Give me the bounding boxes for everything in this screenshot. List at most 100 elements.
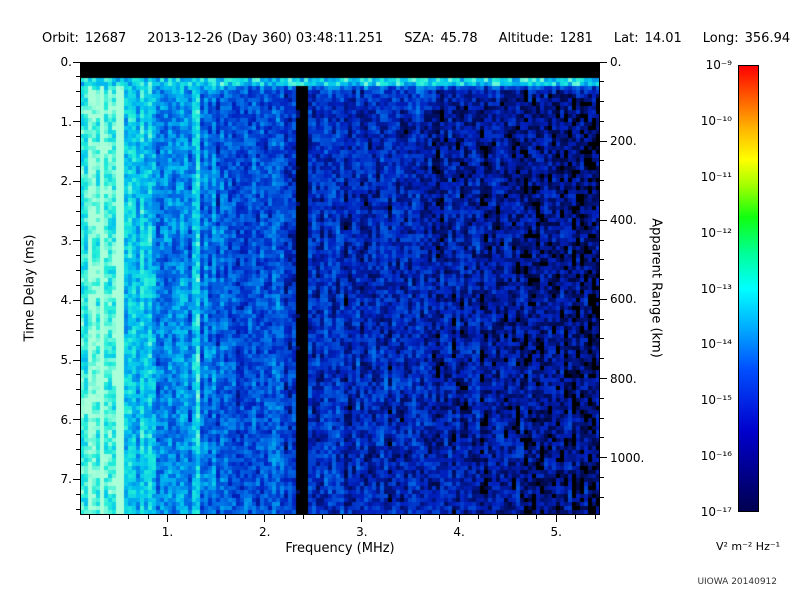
credit-text: UIOWA 20140912 [697, 577, 777, 587]
y-right-major-tick [600, 298, 607, 300]
colorbar-tick-label: 10⁻¹⁵ [700, 393, 732, 408]
long-value: 356.94 [744, 31, 791, 46]
x-minor-tick [244, 515, 246, 519]
y-left-major-tick [73, 240, 80, 242]
y-left-tick-label: 6. [60, 412, 72, 427]
x-minor-tick [283, 515, 285, 519]
spectrogram-canvas [80, 62, 600, 515]
sza-value: 45.78 [440, 31, 478, 46]
y-right-minor-tick [600, 437, 604, 439]
y-left-minor-tick [76, 508, 80, 510]
y-right-minor-tick [600, 160, 604, 162]
x-major-tick [555, 515, 557, 522]
x-minor-tick [128, 515, 130, 519]
header-sza: SZA: 45.78 [404, 31, 477, 46]
altitude-value: 1281 [559, 31, 593, 46]
y-left-minor-tick [76, 270, 80, 272]
y-left-minor-tick [76, 463, 80, 465]
y-right-tick-label: 800. [610, 371, 637, 386]
y-right-tick-label: 400. [610, 213, 637, 228]
y-axis-label-right: Apparent Range (km) [648, 218, 664, 358]
y-left-tick-label: 5. [60, 353, 72, 368]
y-right-minor-tick [600, 279, 604, 281]
y-left-minor-tick [76, 210, 80, 212]
altitude-label: Altitude: [498, 31, 554, 46]
y-right-minor-tick [600, 358, 604, 360]
y-right-minor-tick [600, 81, 604, 83]
colorbar [738, 65, 759, 512]
y-right-minor-tick [600, 199, 604, 201]
long-label: Long: [702, 31, 739, 46]
x-minor-tick [108, 515, 110, 519]
y-left-major-tick [73, 61, 80, 63]
y-left-tick-label: 7. [60, 472, 72, 487]
x-minor-tick [439, 515, 441, 519]
y-right-minor-tick [600, 496, 604, 498]
x-minor-tick [594, 515, 596, 519]
y-left-minor-tick [76, 225, 80, 227]
datetime-value: 2013-12-26 (Day 360) 03:48:11.251 [147, 31, 384, 46]
x-minor-tick [497, 515, 499, 519]
colorbar-tick-label: 10⁻¹⁰ [700, 113, 732, 128]
y-right-minor-tick [600, 318, 604, 320]
x-tick-label: 5. [550, 525, 562, 539]
y-left-minor-tick [76, 493, 80, 495]
y-left-minor-tick [76, 344, 80, 346]
header-lat: Lat: 14.01 [614, 31, 682, 46]
colorbar-units-label: V² m⁻² Hz⁻¹ [715, 540, 781, 553]
lat-value: 14.01 [644, 31, 682, 46]
y-left-minor-tick [76, 106, 80, 108]
y-left-major-tick [73, 299, 80, 301]
y-left-minor-tick [76, 314, 80, 316]
y-right-major-tick [600, 219, 607, 221]
orbit-value: 12687 [84, 31, 127, 46]
y-right-major-tick [600, 140, 607, 142]
y-left-minor-tick [76, 448, 80, 450]
y-right-major-tick [600, 457, 607, 459]
y-left-major-tick [73, 419, 80, 421]
x-major-tick [458, 515, 460, 522]
y-left-tick-label: 3. [60, 233, 72, 248]
y-right-minor-tick [600, 417, 604, 419]
colorbar-tick-label: 10⁻¹¹ [700, 169, 732, 184]
x-tick-label: 3. [356, 525, 368, 539]
x-minor-tick [205, 515, 207, 519]
x-minor-tick [380, 515, 382, 519]
y-right-tick-label: 0. [610, 55, 622, 69]
y-left-minor-tick [76, 285, 80, 287]
header-long: Long: 356.94 [703, 31, 790, 46]
y-left-major-tick [73, 121, 80, 123]
x-major-tick [166, 515, 168, 522]
y-left-minor-tick [76, 389, 80, 391]
y-left-minor-tick [76, 195, 80, 197]
y-axis-label-left: Time Delay (ms) [22, 234, 38, 342]
y-left-minor-tick [76, 255, 80, 257]
y-left-minor-tick [76, 150, 80, 152]
y-right-major-tick [600, 61, 607, 63]
x-minor-tick [147, 515, 149, 519]
y-right-tick-label: 200. [610, 134, 637, 149]
y-left-major-tick [73, 180, 80, 182]
x-minor-tick [225, 515, 227, 519]
sza-label: SZA: [404, 31, 435, 46]
header-datetime: 2013-12-26 (Day 360) 03:48:11.251 [147, 31, 383, 46]
x-minor-tick [575, 515, 577, 519]
y-left-minor-tick [76, 91, 80, 93]
x-minor-tick [341, 515, 343, 519]
y-left-minor-tick [76, 329, 80, 331]
y-left-major-tick [73, 359, 80, 361]
y-left-tick-label: 2. [60, 174, 72, 189]
x-tick-label: 1. [161, 525, 174, 539]
x-tick-label: 4. [453, 525, 465, 539]
orbit-label: Orbit: [42, 31, 79, 46]
x-minor-tick [478, 515, 479, 519]
y-left-minor-tick [76, 76, 80, 78]
y-left-tick-label: 4. [60, 293, 72, 308]
x-minor-tick [303, 515, 305, 519]
x-tick-label: 2. [258, 525, 271, 539]
y-right-tick-label: 600. [610, 292, 637, 307]
lat-label: Lat: [613, 31, 639, 46]
x-major-tick [264, 515, 266, 522]
x-minor-tick [400, 515, 402, 519]
